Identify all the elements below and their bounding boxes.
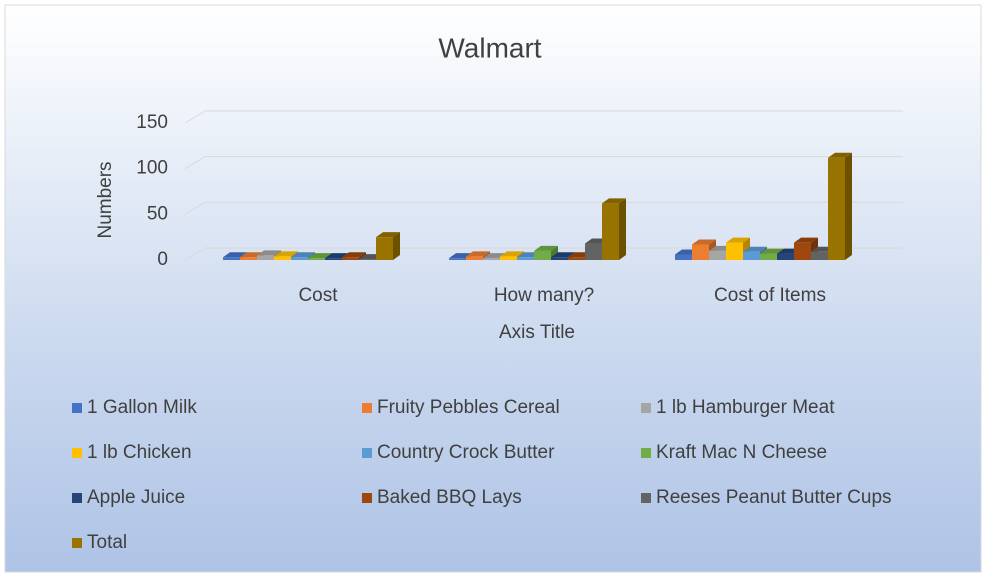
bar <box>325 258 342 260</box>
legend-swatch <box>362 448 372 458</box>
legend-label: Baked BBQ Lays <box>377 487 522 508</box>
grid-line <box>184 110 206 124</box>
legend-label: Kraft Mac N Cheese <box>656 442 827 463</box>
bar-top <box>534 245 558 251</box>
bar <box>500 256 517 260</box>
bar-side <box>845 152 852 260</box>
bar <box>342 257 359 260</box>
bar <box>274 256 291 260</box>
bar <box>359 259 376 260</box>
x-tick-label: Cost of Items <box>714 285 826 306</box>
bar-top <box>602 198 626 204</box>
legend-swatch <box>362 403 372 413</box>
legend-label: Apple Juice <box>87 487 185 508</box>
bar-top <box>760 248 784 254</box>
grid-line <box>184 156 206 170</box>
bar <box>760 253 777 260</box>
y-tick-label: 150 <box>136 112 168 133</box>
bar-top <box>291 252 315 258</box>
legend-swatch <box>641 448 651 458</box>
bar <box>534 250 551 260</box>
bar-top <box>726 237 750 243</box>
bar-side <box>619 198 626 260</box>
legend-swatch <box>362 493 372 503</box>
bar <box>240 257 257 260</box>
x-axis-title: Axis Title <box>499 322 575 343</box>
bar <box>257 255 274 260</box>
bar <box>726 242 743 260</box>
bar <box>743 251 760 260</box>
bar <box>223 257 240 260</box>
bar <box>308 258 325 260</box>
bar-top <box>551 252 575 258</box>
chart-title: Walmart <box>438 32 541 63</box>
bar-side <box>393 232 400 260</box>
bar-top <box>828 152 852 158</box>
y-tick-label: 100 <box>136 158 168 179</box>
legend-label: Fruity Pebbles Cereal <box>377 397 560 418</box>
legend-label: 1 lb Chicken <box>87 442 192 463</box>
bar <box>692 244 709 260</box>
bar <box>828 157 845 260</box>
bar <box>811 251 828 260</box>
bar-top <box>257 250 281 256</box>
legend-label: 1 Gallon Milk <box>87 397 197 418</box>
legend-swatch <box>72 493 82 503</box>
bar <box>602 203 619 260</box>
bar-top <box>692 239 716 245</box>
bar-top <box>342 252 366 258</box>
bar <box>709 250 726 260</box>
bar <box>291 257 308 260</box>
bar-top <box>743 246 767 252</box>
legend-swatch <box>641 403 651 413</box>
bar-top <box>376 232 400 238</box>
grid-line <box>184 247 206 261</box>
legend-label: Total <box>87 532 127 553</box>
bar <box>675 254 692 260</box>
legend-label: 1 lb Hamburger Meat <box>656 397 835 418</box>
chart-area <box>4 4 982 573</box>
bar <box>794 242 811 260</box>
bar <box>517 257 534 260</box>
x-tick-label: How many? <box>494 285 594 306</box>
legend-swatch <box>641 493 651 503</box>
bar <box>376 237 393 260</box>
legend-swatch <box>72 403 82 413</box>
bar <box>449 258 466 260</box>
legend-label: Country Crock Butter <box>377 442 555 463</box>
y-tick-label: 50 <box>147 203 168 224</box>
bar <box>551 257 568 260</box>
bar-top <box>308 253 332 259</box>
bar <box>777 253 794 260</box>
bar-top <box>466 251 490 257</box>
legend-swatch <box>72 448 82 458</box>
y-tick-label: 0 <box>157 249 168 270</box>
grid-line <box>184 201 206 215</box>
bar <box>568 257 585 260</box>
bar-top <box>794 237 818 243</box>
y-axis-title: Numbers <box>95 161 116 238</box>
bar-top <box>274 251 298 257</box>
legend-swatch <box>72 538 82 548</box>
bar <box>466 256 483 260</box>
legend-label: Reeses Peanut Butter Cups <box>656 487 892 508</box>
bar-top <box>223 252 247 258</box>
bar-top <box>500 251 524 257</box>
x-tick-label: Cost <box>298 285 338 306</box>
bar <box>585 243 602 260</box>
bar <box>483 258 500 260</box>
